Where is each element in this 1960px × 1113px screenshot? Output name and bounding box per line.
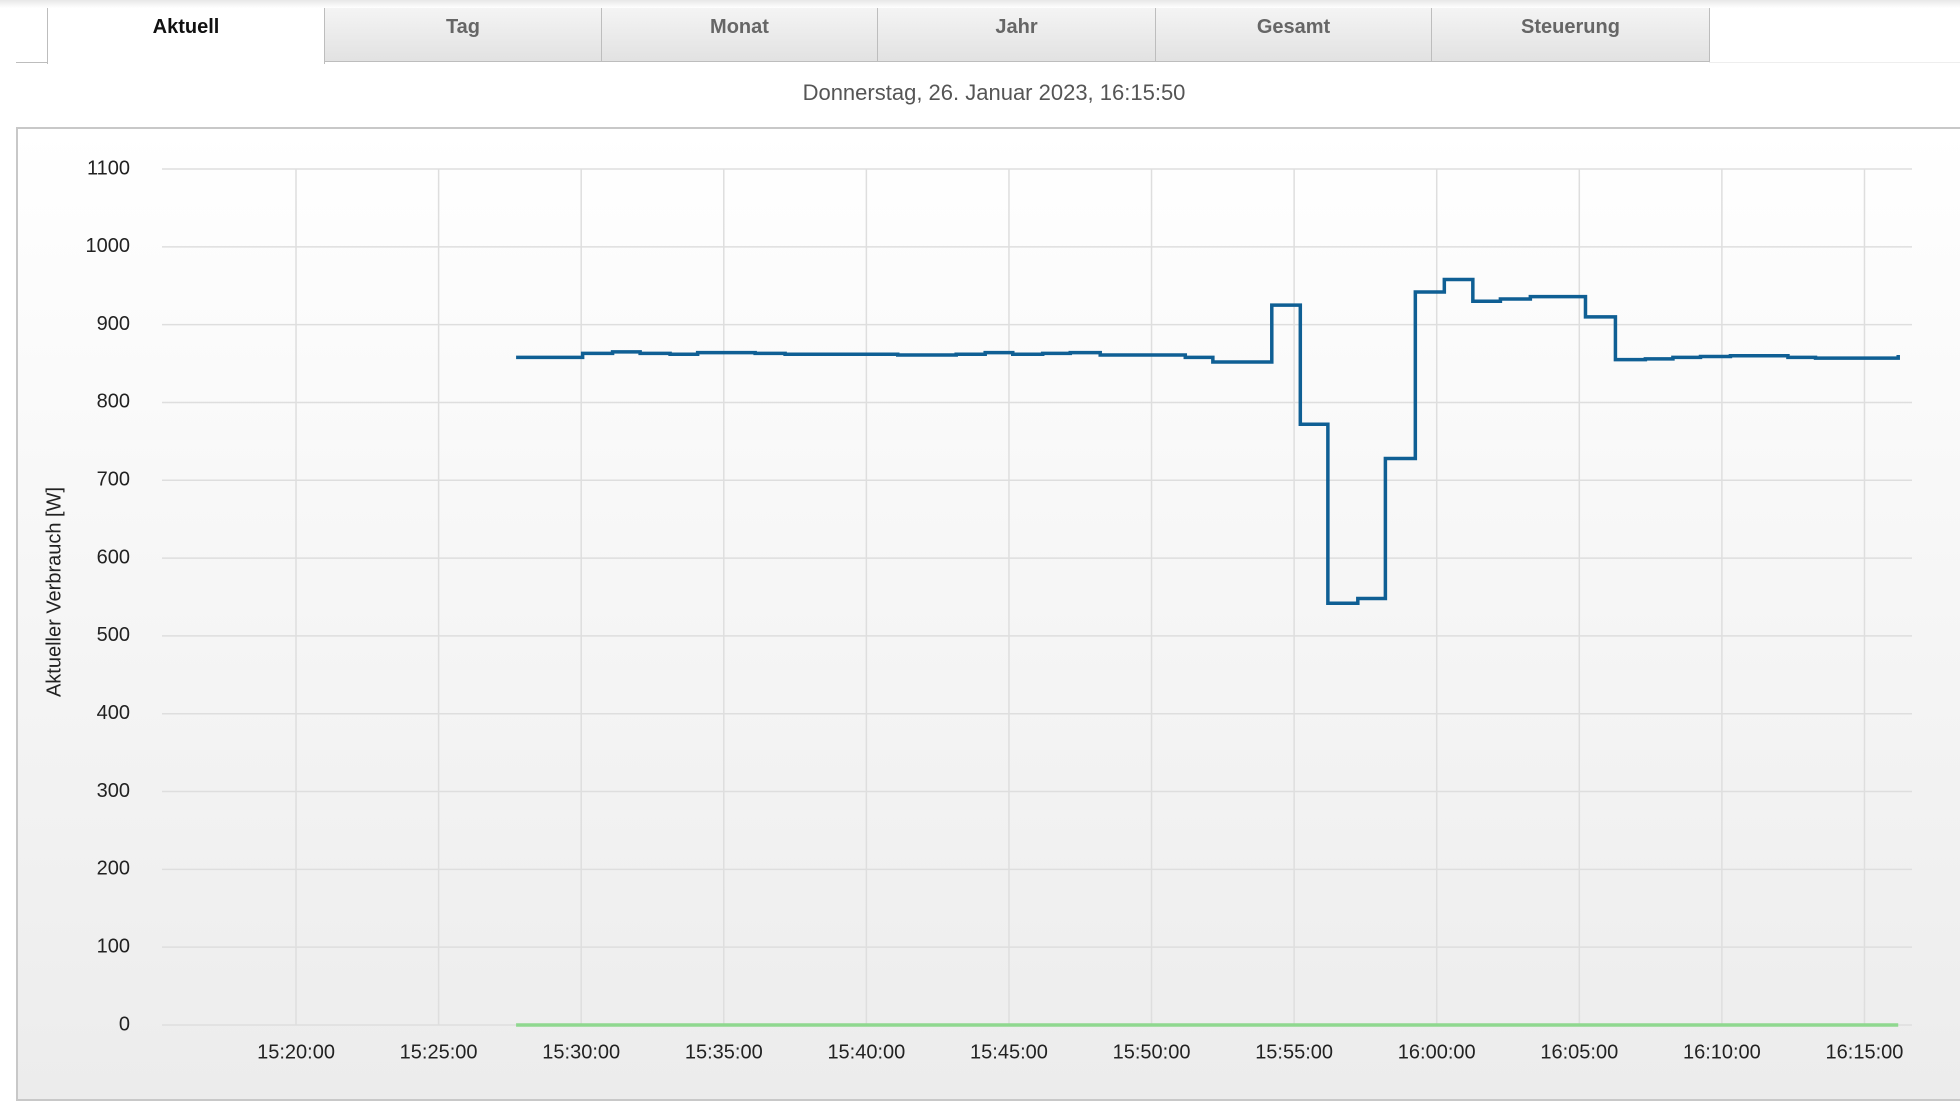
y-tick-label: 0 [119, 1013, 130, 1035]
x-tick-label: 15:20:00 [257, 1041, 335, 1063]
tab-line [16, 62, 47, 63]
y-tick-label: 800 [97, 391, 130, 413]
y-tick-label: 700 [97, 469, 130, 491]
x-tick-label: 16:15:00 [1826, 1041, 1904, 1063]
tab[interactable]: Gesamt [1155, 8, 1432, 62]
x-tick-label: 15:30:00 [542, 1041, 620, 1063]
y-tick-label: 300 [97, 780, 130, 802]
data-line [516, 277, 1900, 605]
x-tick-label: 15:50:00 [1113, 1041, 1191, 1063]
x-tick-label: 15:35:00 [685, 1041, 763, 1063]
y-tick-label: 600 [97, 546, 130, 568]
x-tick-label: 16:10:00 [1683, 1041, 1761, 1063]
y-tick-label: 1000 [86, 235, 131, 257]
y-tick-label: 500 [97, 624, 130, 646]
y-tick-label: 1100 [87, 157, 130, 179]
x-tick-label: 15:25:00 [400, 1041, 478, 1063]
tab[interactable]: Tag [324, 8, 602, 62]
date: Donnerstag, 26. Januar 2023, 16:15:50 [802, 80, 1186, 105]
x-tick-label: 16:05:00 [1540, 1041, 1618, 1063]
tab-line [1709, 62, 1960, 63]
tab[interactable]: Aktuell [47, 8, 325, 64]
tab[interactable]: Steuerung [1431, 8, 1710, 62]
y-tick-label: 400 [97, 702, 130, 724]
chart-frame [16, 127, 1960, 1101]
y-axis-label: Aktueller Verbrauch [W] [43, 487, 65, 697]
y-tick-label: 100 [97, 935, 130, 957]
x-tick-label: 15:40:00 [827, 1041, 905, 1063]
y-tick-label: 200 [97, 858, 130, 880]
tab[interactable]: Jahr [877, 8, 1156, 62]
y-tick-label: 900 [97, 313, 130, 335]
x-tick-label: 16:00:00 [1398, 1041, 1476, 1063]
x-tick-label: 15:45:00 [970, 1041, 1048, 1063]
top-bar [0, 0, 1960, 8]
x-tick-label: 15:55:00 [1255, 1041, 1333, 1063]
tab[interactable]: Monat [601, 8, 878, 62]
